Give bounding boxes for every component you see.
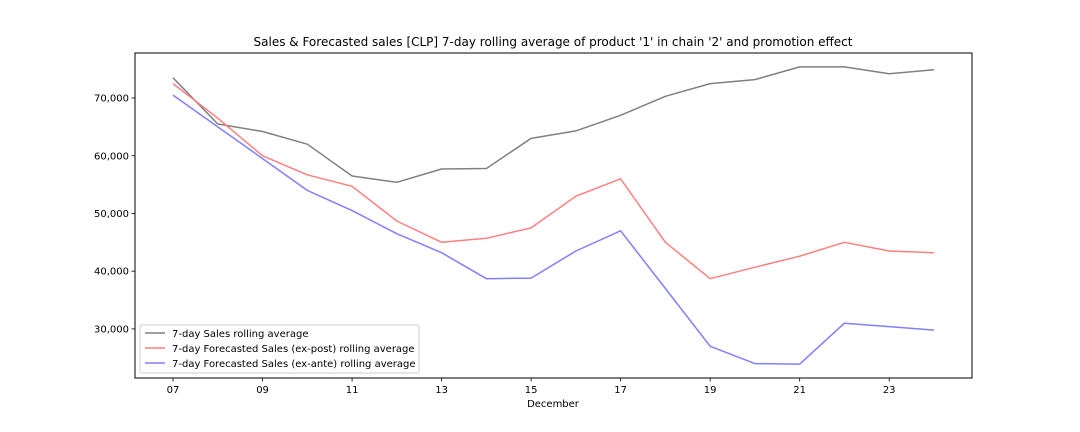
x-tick-label: 19 xyxy=(704,385,717,396)
x-axis-label: December xyxy=(527,399,580,410)
series-lines xyxy=(172,66,935,365)
x-axis: 07 09 11 13 15 17 19 21 23 xyxy=(167,378,896,396)
x-tick-label: 23 xyxy=(883,385,896,396)
y-tick-label: 30,000 xyxy=(94,324,129,335)
y-tick-label: 70,000 xyxy=(94,94,129,105)
x-tick-label: 07 xyxy=(167,385,180,396)
legend-label-ex-post: 7-day Forecasted Sales (ex-post) rolling… xyxy=(172,344,415,355)
legend: 7-day Sales rolling average 7-day Foreca… xyxy=(139,324,420,374)
x-tick-label: 09 xyxy=(256,385,269,396)
legend-box xyxy=(139,324,420,374)
y-axis: 30,000 40,000 50,000 60,000 70,000 xyxy=(94,94,135,335)
x-tick-label: 13 xyxy=(435,385,448,396)
chart-title: Sales & Forecasted sales [CLP] 7-day rol… xyxy=(254,35,853,49)
legend-label-sales: 7-day Sales rolling average xyxy=(172,329,308,340)
x-tick-label: 11 xyxy=(346,385,359,396)
y-tick-label: 50,000 xyxy=(94,209,129,220)
ex-post-forecast-line xyxy=(172,83,935,280)
sales-line xyxy=(172,66,935,184)
y-tick-label: 60,000 xyxy=(94,151,129,162)
x-tick-label: 17 xyxy=(614,385,627,396)
y-tick-label: 40,000 xyxy=(94,267,129,278)
x-tick-label: 21 xyxy=(793,385,806,396)
plot-area-frame xyxy=(134,52,973,379)
x-tick-label: 15 xyxy=(525,385,538,396)
ex-ante-forecast-line xyxy=(172,94,935,365)
legend-label-ex-ante: 7-day Forecasted Sales (ex-ante) rolling… xyxy=(172,359,416,370)
